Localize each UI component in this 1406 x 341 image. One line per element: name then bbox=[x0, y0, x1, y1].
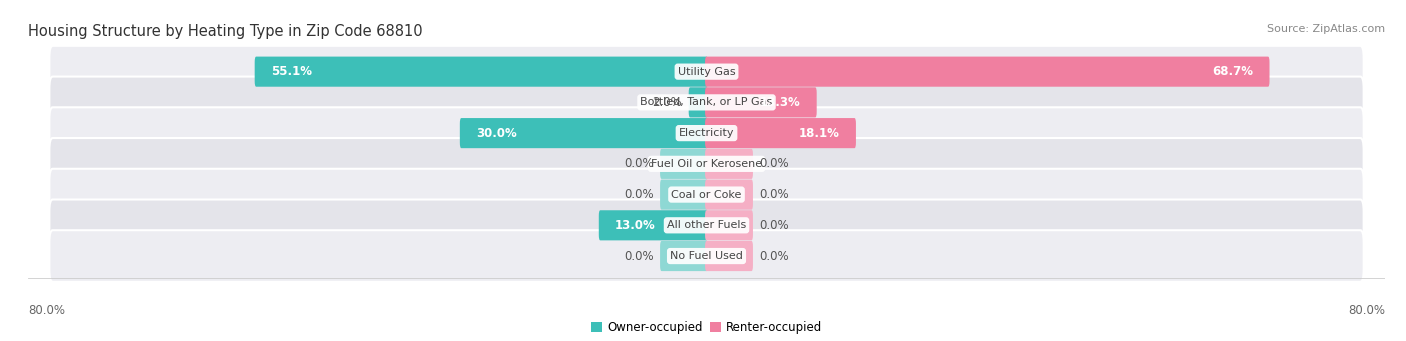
FancyBboxPatch shape bbox=[704, 179, 754, 210]
Text: 13.0%: 13.0% bbox=[614, 219, 655, 232]
Text: 0.0%: 0.0% bbox=[759, 219, 789, 232]
Text: Coal or Coke: Coal or Coke bbox=[671, 190, 742, 199]
FancyBboxPatch shape bbox=[254, 57, 709, 87]
FancyBboxPatch shape bbox=[659, 241, 709, 271]
Text: 55.1%: 55.1% bbox=[271, 65, 312, 78]
Text: Bottled, Tank, or LP Gas: Bottled, Tank, or LP Gas bbox=[640, 98, 773, 107]
FancyBboxPatch shape bbox=[659, 179, 709, 210]
Legend: Owner-occupied, Renter-occupied: Owner-occupied, Renter-occupied bbox=[586, 316, 827, 339]
Text: 80.0%: 80.0% bbox=[28, 304, 65, 317]
Text: No Fuel Used: No Fuel Used bbox=[671, 251, 742, 261]
FancyBboxPatch shape bbox=[659, 149, 709, 179]
Text: 30.0%: 30.0% bbox=[477, 127, 517, 139]
Text: 0.0%: 0.0% bbox=[624, 157, 654, 170]
FancyBboxPatch shape bbox=[704, 210, 754, 240]
FancyBboxPatch shape bbox=[704, 118, 856, 148]
Text: Fuel Oil or Kerosene: Fuel Oil or Kerosene bbox=[651, 159, 762, 169]
Text: 0.0%: 0.0% bbox=[759, 188, 789, 201]
FancyBboxPatch shape bbox=[704, 241, 754, 271]
FancyBboxPatch shape bbox=[704, 87, 817, 117]
Text: Source: ZipAtlas.com: Source: ZipAtlas.com bbox=[1267, 24, 1385, 34]
FancyBboxPatch shape bbox=[49, 169, 1364, 220]
FancyBboxPatch shape bbox=[49, 107, 1364, 159]
Text: Housing Structure by Heating Type in Zip Code 68810: Housing Structure by Heating Type in Zip… bbox=[28, 24, 423, 39]
FancyBboxPatch shape bbox=[704, 57, 1270, 87]
Text: 0.0%: 0.0% bbox=[759, 157, 789, 170]
FancyBboxPatch shape bbox=[704, 149, 754, 179]
Text: 0.0%: 0.0% bbox=[624, 250, 654, 263]
Text: Electricity: Electricity bbox=[679, 128, 734, 138]
FancyBboxPatch shape bbox=[49, 199, 1364, 251]
FancyBboxPatch shape bbox=[49, 138, 1364, 190]
FancyBboxPatch shape bbox=[49, 77, 1364, 128]
Text: 2.0%: 2.0% bbox=[652, 96, 682, 109]
Text: Utility Gas: Utility Gas bbox=[678, 66, 735, 77]
FancyBboxPatch shape bbox=[689, 87, 709, 117]
Text: 68.7%: 68.7% bbox=[1212, 65, 1253, 78]
FancyBboxPatch shape bbox=[49, 230, 1364, 282]
Text: All other Fuels: All other Fuels bbox=[666, 220, 747, 230]
FancyBboxPatch shape bbox=[49, 46, 1364, 98]
Text: 0.0%: 0.0% bbox=[624, 188, 654, 201]
Text: 13.3%: 13.3% bbox=[759, 96, 800, 109]
Text: 18.1%: 18.1% bbox=[799, 127, 839, 139]
FancyBboxPatch shape bbox=[460, 118, 709, 148]
Text: 0.0%: 0.0% bbox=[759, 250, 789, 263]
FancyBboxPatch shape bbox=[599, 210, 709, 240]
Text: 80.0%: 80.0% bbox=[1348, 304, 1385, 317]
